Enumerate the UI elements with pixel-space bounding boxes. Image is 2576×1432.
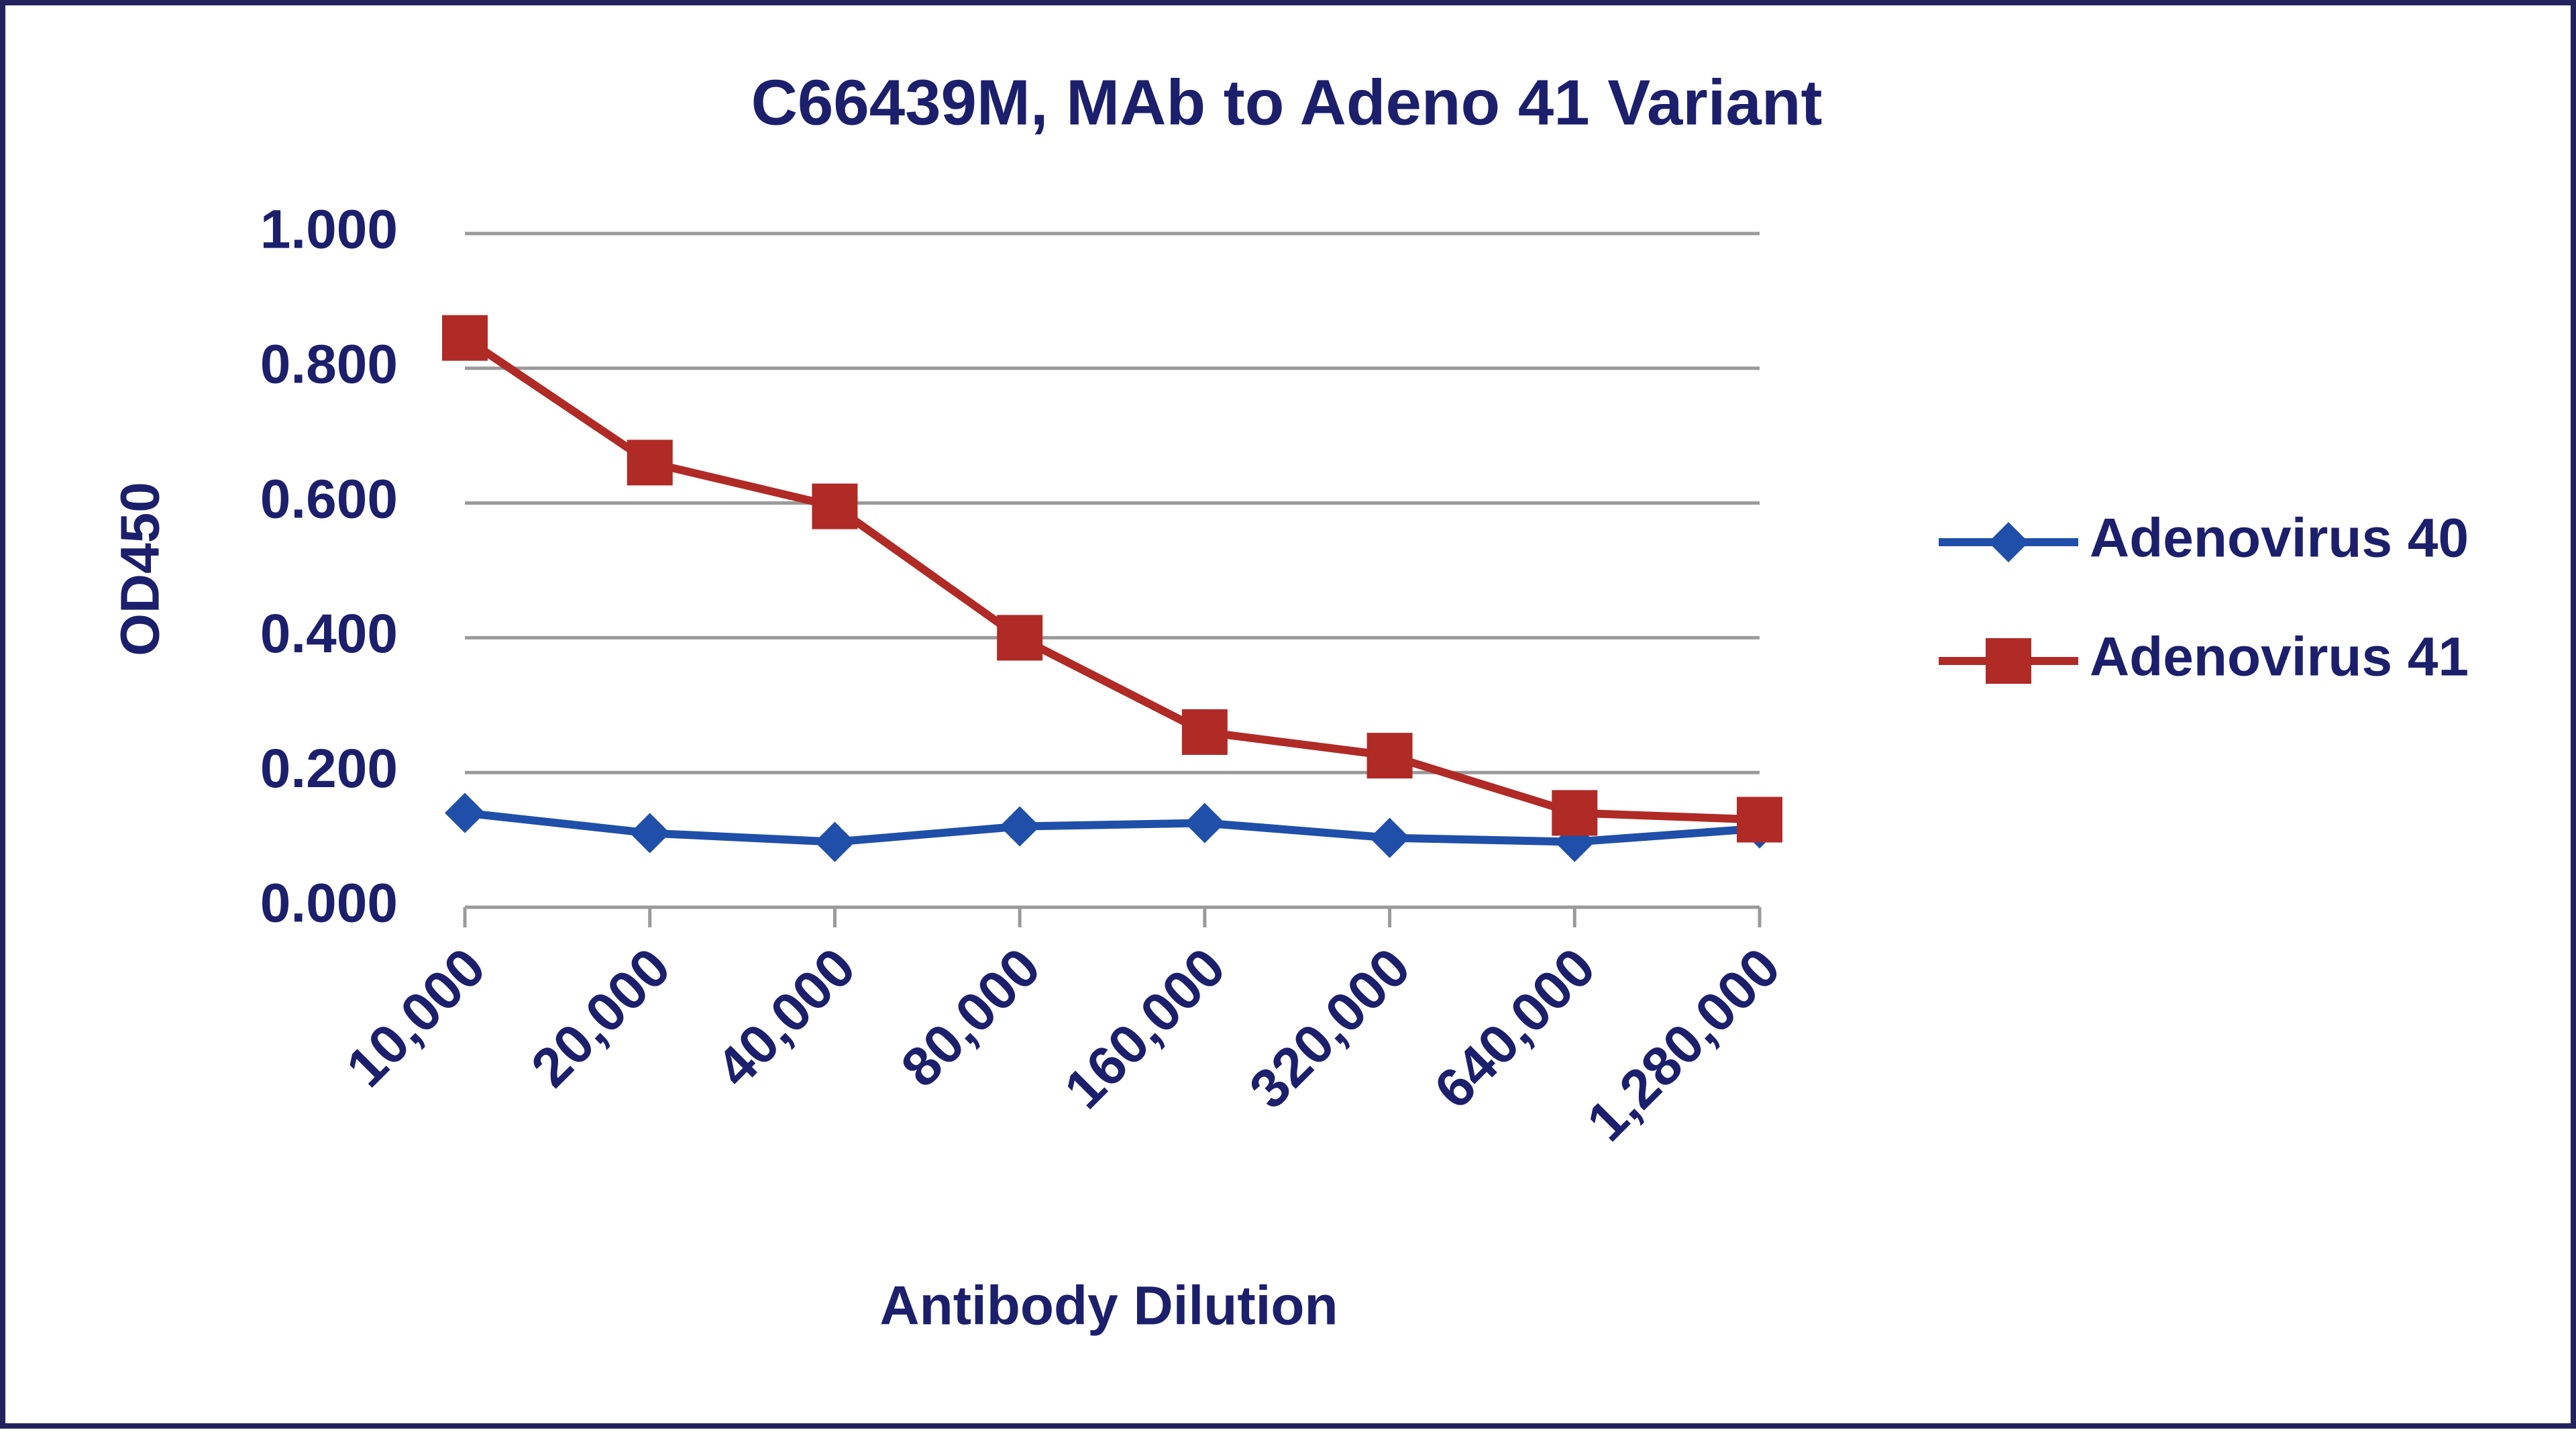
data-point [1181,709,1228,755]
data-point [627,440,673,486]
y-axis-title: OD450 [110,482,171,656]
legend-label: Adenovirus 41 [2090,627,2469,688]
data-point [1000,806,1040,847]
y-tick-label: 0.000 [260,873,398,934]
y-tick-label: 0.400 [260,603,398,664]
y-tick-label: 0.800 [260,334,398,395]
data-point [629,813,670,854]
data-point [997,615,1043,661]
y-tick-label: 0.600 [260,468,398,529]
chart-title: C66439M, MAb to Adeno 41 Variant [751,66,1823,138]
y-tick-label: 0.200 [260,738,398,799]
data-point [1552,790,1598,836]
data-point [1184,803,1225,843]
legend-marker [1988,522,2029,562]
series-line [462,334,1760,824]
legend-marker [1986,638,2031,684]
data-point [814,821,855,862]
data-point [1366,733,1413,779]
series-line [464,809,1760,846]
data-point [442,315,488,361]
x-axis-title: Antibody Dilution [879,1276,1338,1337]
data-point [445,792,485,833]
y-tick-label: 1.000 [260,199,398,260]
legend-label: Adenovirus 40 [2090,508,2469,569]
data-point [1369,817,1410,858]
data-point [812,483,858,529]
data-point [1737,797,1782,843]
